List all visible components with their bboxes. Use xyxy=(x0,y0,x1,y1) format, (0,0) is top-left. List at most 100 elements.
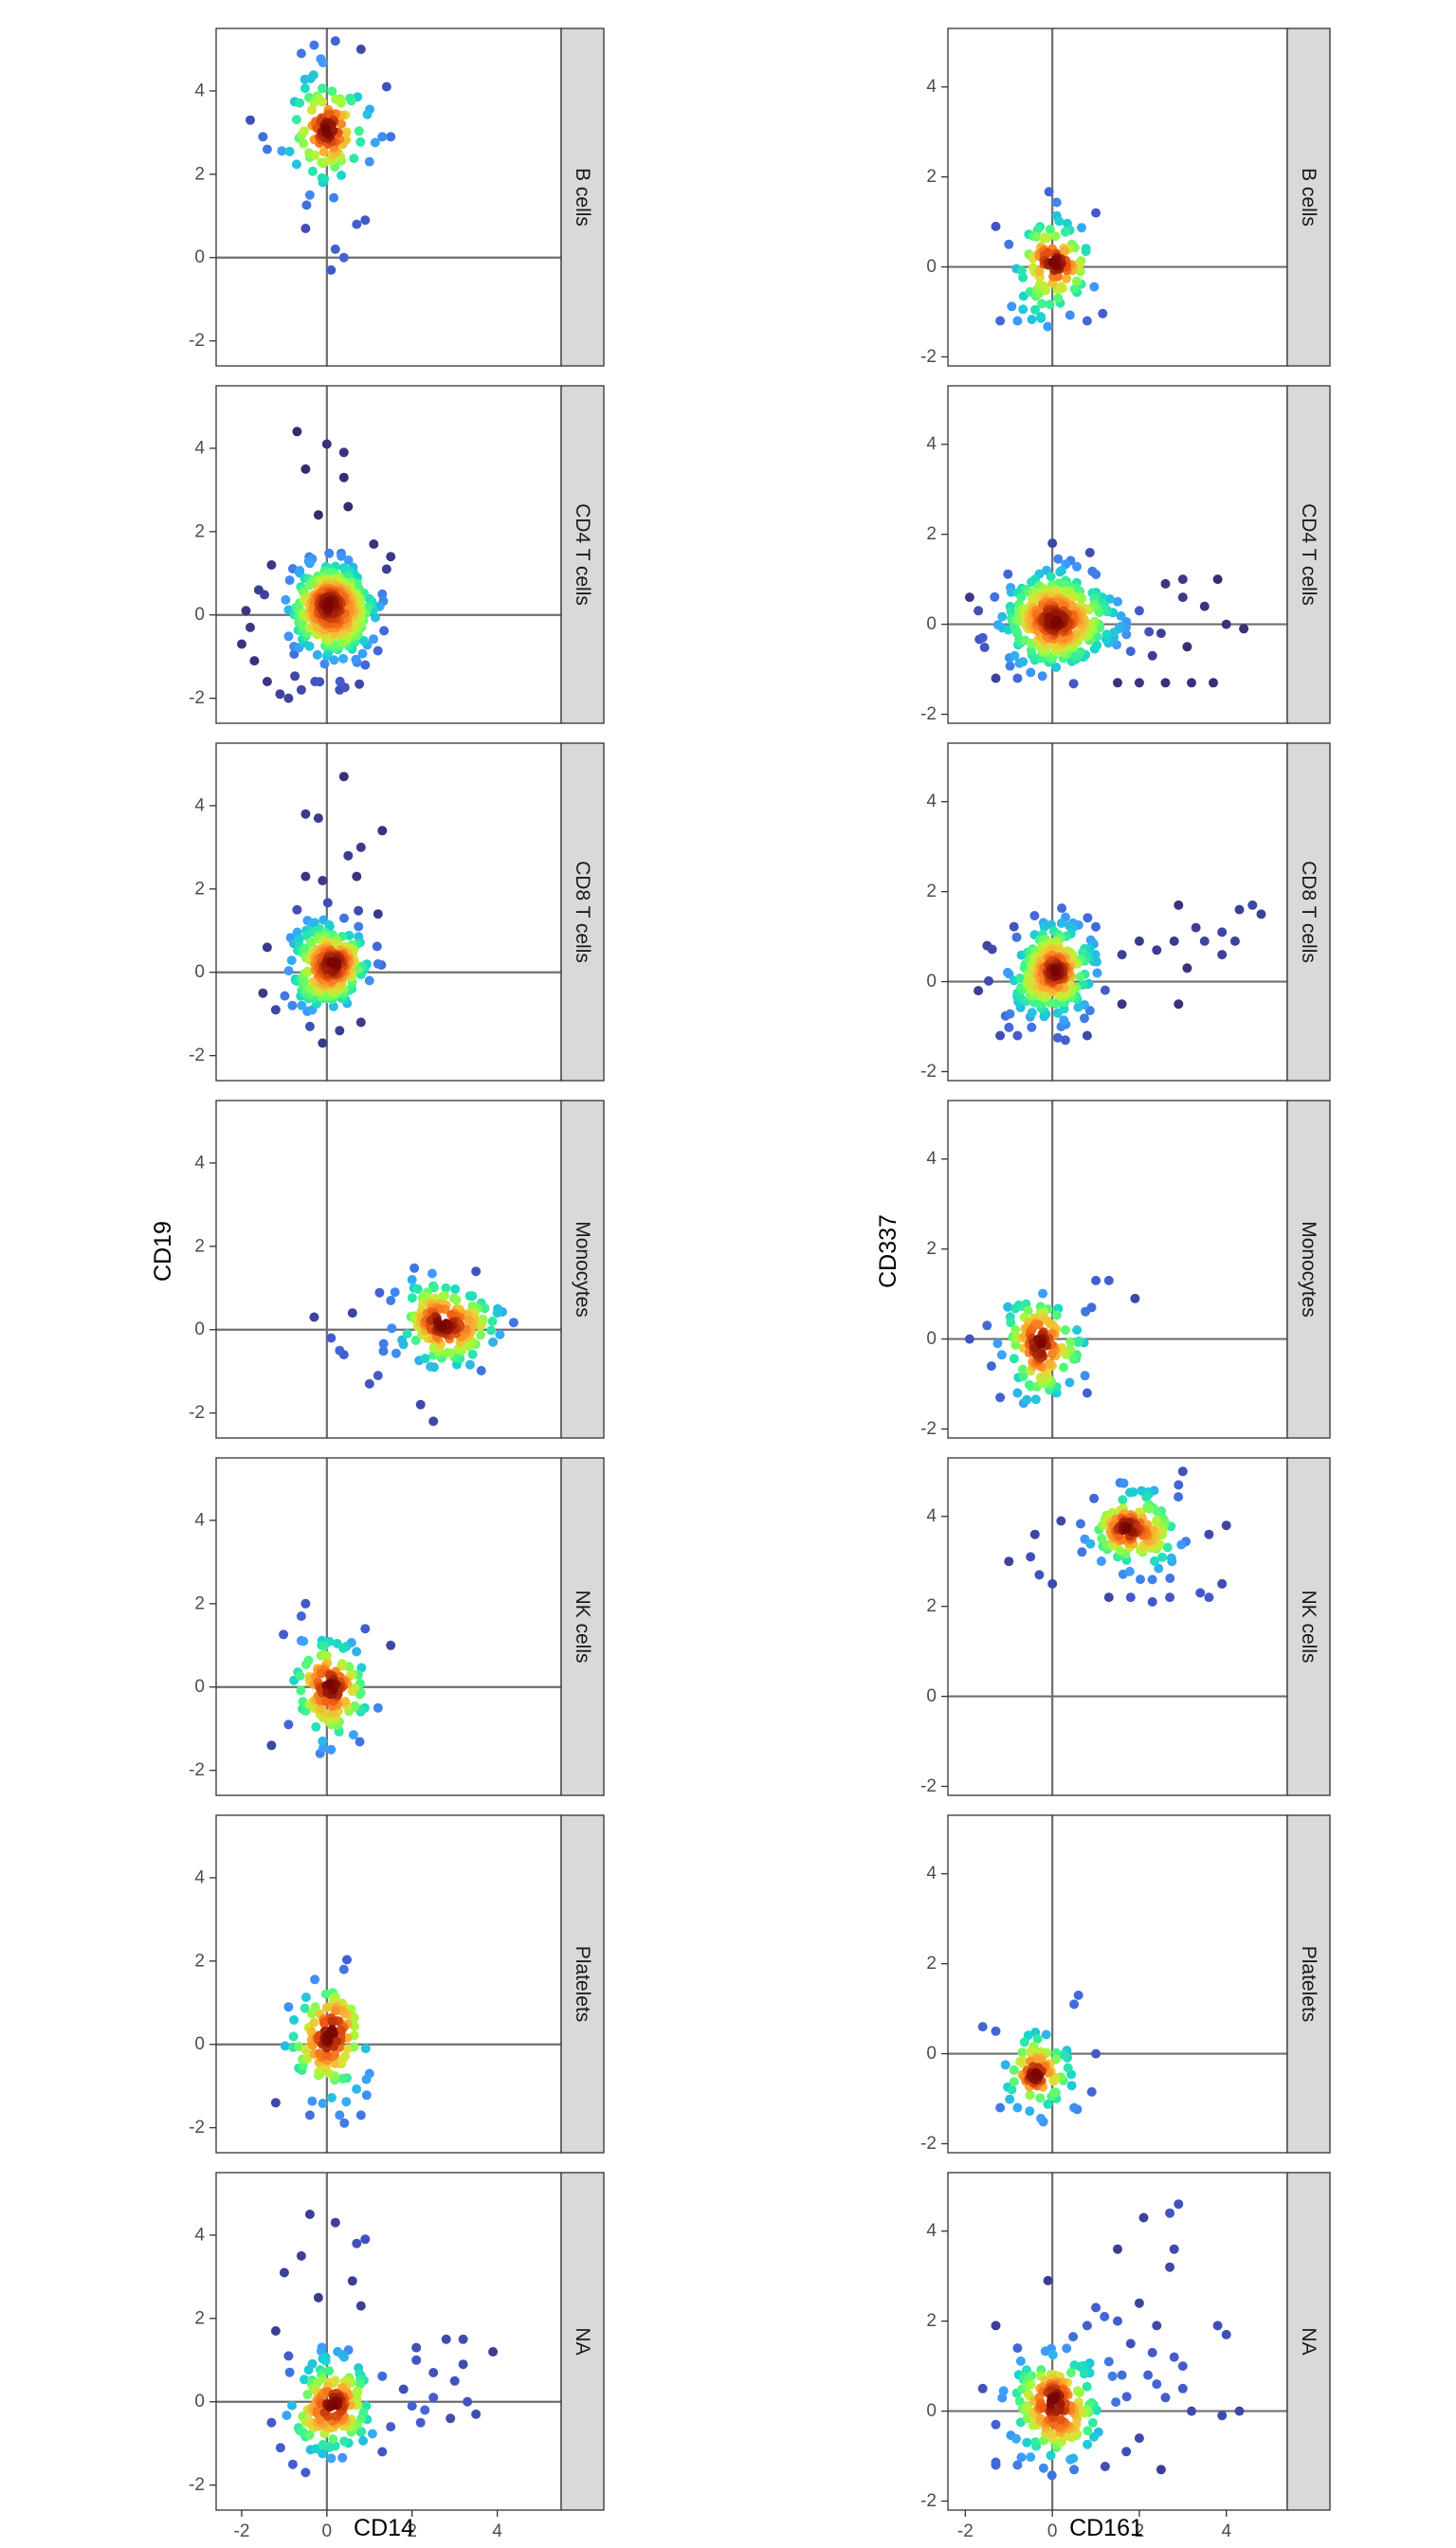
data-point xyxy=(1036,1348,1046,1358)
data-point xyxy=(343,850,354,861)
data-point xyxy=(318,83,327,94)
data-point xyxy=(996,1350,1007,1360)
data-point xyxy=(1029,1529,1040,1539)
data-point xyxy=(471,2409,482,2419)
panel-background xyxy=(948,28,1287,366)
data-point xyxy=(335,676,345,686)
y-tick-label: 0 xyxy=(926,972,937,992)
data-point xyxy=(379,626,390,636)
data-point xyxy=(321,1697,332,1707)
data-point xyxy=(355,1017,366,1028)
y-tick-label: 4 xyxy=(194,795,205,815)
data-point xyxy=(304,558,315,569)
data-point xyxy=(1043,248,1053,258)
data-point xyxy=(1065,1337,1076,1347)
data-point xyxy=(325,2029,336,2039)
data-point xyxy=(1004,239,1014,249)
data-point xyxy=(1016,265,1027,276)
facet-strip xyxy=(1286,2172,1331,2511)
data-point xyxy=(991,2419,1001,2430)
data-point xyxy=(1125,646,1136,657)
data-point xyxy=(282,2411,292,2421)
data-point xyxy=(1169,2352,1179,2362)
data-point xyxy=(995,1392,1006,1403)
data-point xyxy=(1037,299,1047,309)
data-point xyxy=(1117,999,1127,1010)
data-point xyxy=(306,937,317,948)
data-point xyxy=(336,98,346,108)
data-point xyxy=(270,2326,281,2336)
data-point xyxy=(1174,999,1184,1010)
data-point xyxy=(302,967,313,977)
data-point xyxy=(260,590,269,600)
data-point xyxy=(1117,950,1127,960)
data-point xyxy=(309,98,319,108)
data-point xyxy=(1009,2065,1019,2075)
data-point xyxy=(325,1679,336,1689)
facet-panel: CD8 T cells -2 0 2 4 xyxy=(920,742,1331,1082)
data-point xyxy=(1072,561,1082,572)
y-tick-label: 0 xyxy=(926,614,937,634)
data-point xyxy=(313,2377,322,2388)
facet-strip-label: CD8 T cells xyxy=(1298,861,1320,963)
data-point xyxy=(354,126,364,136)
data-point xyxy=(1038,1288,1048,1299)
data-point xyxy=(286,956,297,966)
y-tick-label: 0 xyxy=(194,605,205,625)
data-point xyxy=(492,1308,502,1319)
data-point xyxy=(321,439,332,449)
data-point xyxy=(1199,936,1210,946)
data-point xyxy=(1029,911,1040,920)
data-point xyxy=(1015,2356,1026,2366)
data-point xyxy=(1082,2320,1092,2331)
data-point xyxy=(318,2440,328,2449)
data-point xyxy=(287,2459,298,2469)
data-point xyxy=(338,1964,349,1975)
data-point xyxy=(476,1330,486,1340)
data-point xyxy=(977,2383,988,2393)
data-point xyxy=(997,611,1008,622)
data-point xyxy=(1144,1503,1155,1514)
facet-strip-label: NA xyxy=(572,2327,593,2355)
data-point xyxy=(309,40,319,50)
data-point xyxy=(361,2074,372,2084)
data-point xyxy=(302,2390,313,2400)
data-point xyxy=(1036,1339,1046,1349)
y-tick-label: 0 xyxy=(194,1677,205,1697)
data-point xyxy=(1026,667,1036,678)
data-point xyxy=(1089,1493,1100,1503)
data-point xyxy=(304,2210,315,2219)
y-tick-label: -2 xyxy=(189,2475,205,2495)
x-tick-label: -2 xyxy=(957,2521,974,2541)
y-tick-label: -2 xyxy=(189,1046,205,1065)
data-point xyxy=(1174,1480,1184,1490)
data-point xyxy=(1083,2439,1093,2449)
data-point xyxy=(486,1325,497,1336)
data-point xyxy=(315,677,325,687)
data-point xyxy=(508,1318,519,1328)
y-tick-label: 2 xyxy=(194,2308,205,2328)
facet-panel: B cells -2 0 2 4 xyxy=(189,27,605,367)
y-tick-label: 4 xyxy=(926,2221,937,2241)
data-point xyxy=(270,2098,281,2108)
data-point xyxy=(1062,2343,1072,2354)
facet-strip xyxy=(560,2172,605,2511)
data-point xyxy=(302,2053,313,2064)
data-point xyxy=(1134,678,1144,688)
data-point xyxy=(241,606,251,616)
data-point xyxy=(284,2367,295,2377)
facet-strip-label: Monocytes xyxy=(572,1221,593,1318)
data-point xyxy=(1221,2329,1231,2339)
facet-panel: CD4 T cells -2 0 2 4 xyxy=(189,385,605,724)
data-point xyxy=(428,2393,439,2403)
facet-strip xyxy=(1286,1457,1331,1796)
data-point xyxy=(1047,257,1058,267)
data-point xyxy=(1147,1596,1157,1607)
y-tick-label: 2 xyxy=(926,2311,937,2331)
data-point xyxy=(1091,208,1101,218)
data-point xyxy=(1156,2465,1166,2475)
points-group xyxy=(258,772,388,1048)
data-point xyxy=(283,2351,294,2361)
data-point xyxy=(324,921,335,932)
data-point xyxy=(1022,2437,1032,2448)
